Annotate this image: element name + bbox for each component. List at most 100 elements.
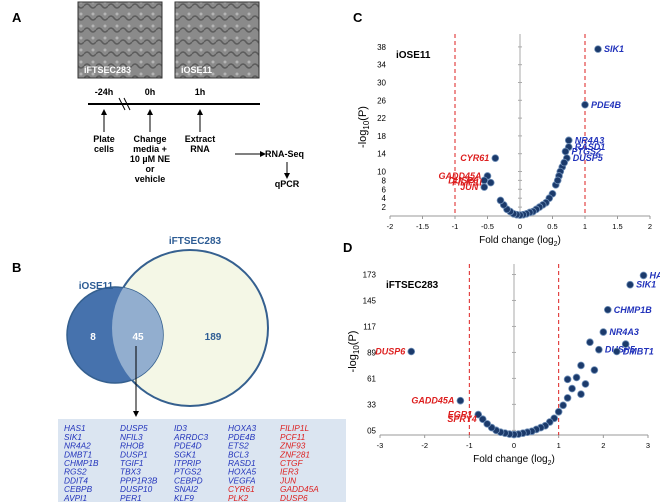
- count: 189: [205, 332, 222, 343]
- x-tick-label: -0.5: [481, 222, 494, 231]
- point: [626, 280, 634, 289]
- y-axis-label-part: (P): [357, 106, 369, 121]
- gene: SIK1: [64, 432, 82, 442]
- point: [595, 345, 603, 354]
- point: [407, 347, 416, 356]
- gene: AVPI1: [63, 493, 87, 503]
- x-tick-label: -1: [466, 441, 473, 450]
- x-tick-label: -1.5: [416, 222, 429, 231]
- time-label: 1h: [195, 87, 206, 97]
- step-label: RNA: [190, 144, 210, 154]
- y-tick-label: 05: [367, 426, 376, 435]
- x-tick-label: 2: [601, 441, 605, 450]
- point-label: DUSP6: [448, 175, 479, 185]
- gene: ITPRIP: [174, 458, 201, 468]
- y-tick-label: 33: [367, 400, 376, 409]
- gene: ID3: [174, 423, 187, 433]
- point: [577, 390, 585, 398]
- x-tick-label: 1: [557, 441, 561, 450]
- panel-letter: A: [12, 10, 22, 25]
- point-label: DUSP5: [605, 345, 636, 355]
- y-axis-label: -log10(P): [357, 106, 371, 148]
- photo-label: iFTSEC283: [84, 65, 131, 75]
- point: [560, 158, 568, 167]
- gene: RGS2: [64, 467, 87, 477]
- point: [456, 396, 465, 405]
- step-label: Extract: [185, 134, 216, 144]
- gene: SGK1: [174, 449, 196, 459]
- gene: PDE4D: [174, 441, 202, 451]
- x-tick-label: 2: [648, 222, 652, 231]
- x-axis-label-part: 2: [554, 241, 558, 248]
- step-label: or: [146, 164, 155, 174]
- x-tick-label: 3: [646, 441, 650, 450]
- point: [559, 401, 567, 410]
- point: [594, 45, 602, 53]
- y-tick-label: 2: [382, 203, 387, 212]
- output: qPCR: [275, 179, 300, 189]
- point-label: GADD45A: [411, 396, 454, 406]
- point-label: PDE4B: [591, 100, 622, 110]
- y-tick-label: 22: [377, 114, 386, 123]
- gene: CYR61: [228, 484, 255, 494]
- point: [603, 305, 612, 314]
- set-label: iOSE11: [79, 281, 114, 292]
- y-tick-label: 10: [377, 168, 386, 177]
- gene: ETS2: [228, 441, 249, 451]
- photo: [77, 1, 163, 79]
- point: [599, 328, 608, 336]
- point-label: JUN: [460, 182, 479, 192]
- x-tick-label: -3: [377, 441, 384, 450]
- point-label: FILIP1L: [452, 178, 485, 188]
- gene: SNAI2: [174, 484, 198, 494]
- y-axis-label-part: 10: [362, 120, 371, 129]
- gene: PTGS2: [174, 467, 202, 477]
- point: [496, 196, 505, 205]
- y-tick-label: 26: [377, 96, 386, 105]
- x-tick-label: -1: [452, 222, 459, 231]
- x-axis-label-part: Fold change (log: [473, 454, 548, 465]
- point: [491, 154, 500, 162]
- gene-list: HAS1SIK1NR4A2DMBT1CHMP1BRGS2DDIT4CEBPBAV…: [63, 423, 319, 503]
- y-axis-label-part: -log: [347, 354, 359, 372]
- panel-letter: B: [12, 260, 21, 275]
- y-tick-label: 14: [377, 150, 386, 159]
- gene: PER1: [120, 493, 142, 503]
- x-tick-label: 1.5: [612, 222, 622, 231]
- gene: NR4A2: [64, 441, 91, 451]
- gene: CEBPB: [64, 484, 93, 494]
- gene: BCL3: [228, 449, 249, 459]
- point: [639, 271, 648, 280]
- y-tick-label: 34: [377, 61, 386, 70]
- point-label: SIK1: [636, 280, 656, 290]
- point: [568, 384, 576, 393]
- break-mark: [123, 97, 131, 111]
- point: [572, 373, 581, 382]
- y-tick-label: 30: [377, 79, 386, 88]
- gene: GADD45A: [280, 484, 319, 494]
- x-tick-label: 0.5: [547, 222, 557, 231]
- time-label: 0h: [145, 87, 156, 97]
- point: [478, 415, 487, 424]
- x-tick-label: -2: [387, 222, 394, 231]
- gene: FILIP1L: [280, 423, 309, 433]
- gene: DDIT4: [64, 475, 88, 485]
- gene: DUSP10: [120, 484, 153, 494]
- point: [480, 183, 489, 191]
- photo: [174, 1, 260, 79]
- y-tick-label: 117: [363, 322, 376, 331]
- step-label: media +: [133, 144, 167, 154]
- point-label: CHMP1B: [614, 305, 653, 315]
- x-axis-label-part: Fold change (log: [479, 235, 554, 246]
- gene: JUN: [279, 475, 296, 485]
- set-label: iFTSEC283: [169, 236, 222, 247]
- point-label: CYR61: [460, 153, 489, 163]
- y-tick-label: 61: [367, 374, 376, 383]
- gene: NFIL3: [120, 432, 143, 442]
- gene: CHMP1B: [64, 458, 99, 468]
- gene: PPP1R3B: [120, 475, 158, 485]
- point-label: SPRY4: [447, 414, 476, 424]
- gene: TBX3: [120, 467, 141, 477]
